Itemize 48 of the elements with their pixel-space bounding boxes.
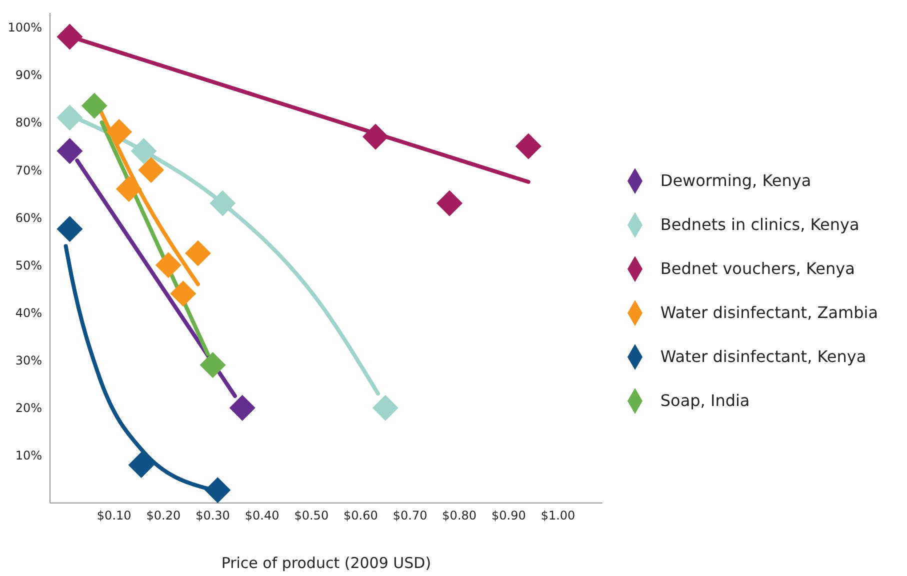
- legend-label: Water disinfectant, Zambia: [660, 302, 878, 322]
- point: [56, 24, 83, 50]
- point: [170, 280, 196, 307]
- y-tick-label: 100%: [8, 20, 42, 35]
- point: [138, 156, 164, 183]
- point: [130, 138, 157, 164]
- point: [155, 252, 182, 278]
- y-tick-label: 10%: [15, 448, 42, 463]
- legend-label: Bednet vouchers, Kenya: [660, 258, 855, 278]
- legend-label: Water disinfectant, Kenya: [660, 346, 866, 366]
- point: [116, 176, 142, 202]
- y-tick-label: 80%: [15, 116, 42, 130]
- y-tick-label: 50%: [15, 258, 42, 272]
- y-tick-label: 90%: [15, 68, 42, 82]
- y-tick-label: 40%: [15, 306, 42, 320]
- x-tick-label: $0.70: [392, 508, 428, 523]
- point: [372, 394, 398, 421]
- point: [362, 124, 389, 150]
- x-tick-label: $0.60: [344, 508, 378, 523]
- legend-label: Soap, India: [660, 390, 750, 410]
- legend-label: Deworming, Kenya: [660, 170, 812, 190]
- x-tick-label: $0.80: [442, 508, 477, 523]
- y-tick-label: 60%: [15, 210, 42, 225]
- x-tick-label: $0.40: [244, 508, 280, 523]
- x-tick-label: $1.00: [540, 508, 576, 523]
- point: [56, 104, 83, 131]
- point: [106, 118, 132, 145]
- point: [204, 477, 231, 503]
- x-tick-label: $0.90: [492, 508, 526, 523]
- point: [200, 352, 226, 378]
- y-tick-label: 30%: [15, 354, 42, 368]
- point: [229, 394, 256, 421]
- point: [436, 190, 462, 216]
- y-tick-label: 70%: [15, 163, 42, 178]
- x-tick-label: $0.20: [146, 508, 181, 523]
- point: [81, 92, 108, 119]
- x-tick-label: $0.50: [294, 508, 329, 523]
- point: [515, 133, 542, 160]
- y-tick-label: 20%: [15, 401, 42, 416]
- x-axis-title: Price of product (2009 USD): [221, 554, 432, 572]
- point: [56, 138, 83, 164]
- x-tick-label: $0.10: [96, 508, 132, 523]
- x-tick-label: $0.30: [196, 508, 230, 523]
- point: [56, 216, 83, 242]
- point: [128, 452, 154, 478]
- point: [184, 240, 211, 266]
- point: [210, 190, 236, 216]
- legend-label: Bednets in clinics, Kenya: [660, 214, 860, 234]
